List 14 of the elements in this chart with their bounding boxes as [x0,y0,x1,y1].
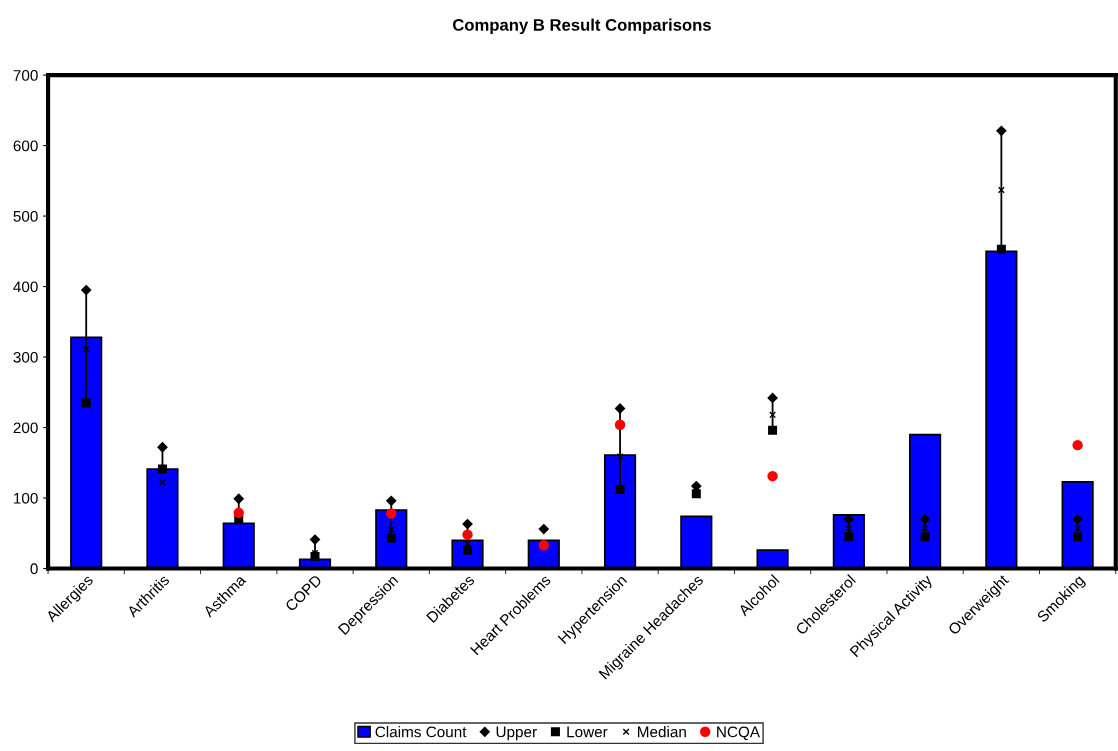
y-tick-label: 300 [13,351,38,363]
y-tick-label: 500 [13,210,38,222]
chart-title: Company B Result Comparisons [452,18,711,35]
y-tick-label: 100 [14,492,38,504]
y-tick-label: 200 [13,422,38,434]
legend-label: Median [638,726,686,738]
legend-label: NCQA [717,726,760,741]
y-tick-label: 600 [13,140,38,152]
y-tick-label: 0 [30,563,38,575]
legend-label: Claims Count [375,726,467,738]
legend-label: Lower [567,726,608,738]
y-tick-label: 700 [13,69,38,81]
legend-label: Upper [496,726,537,741]
y-tick-label: 400 [13,281,38,293]
